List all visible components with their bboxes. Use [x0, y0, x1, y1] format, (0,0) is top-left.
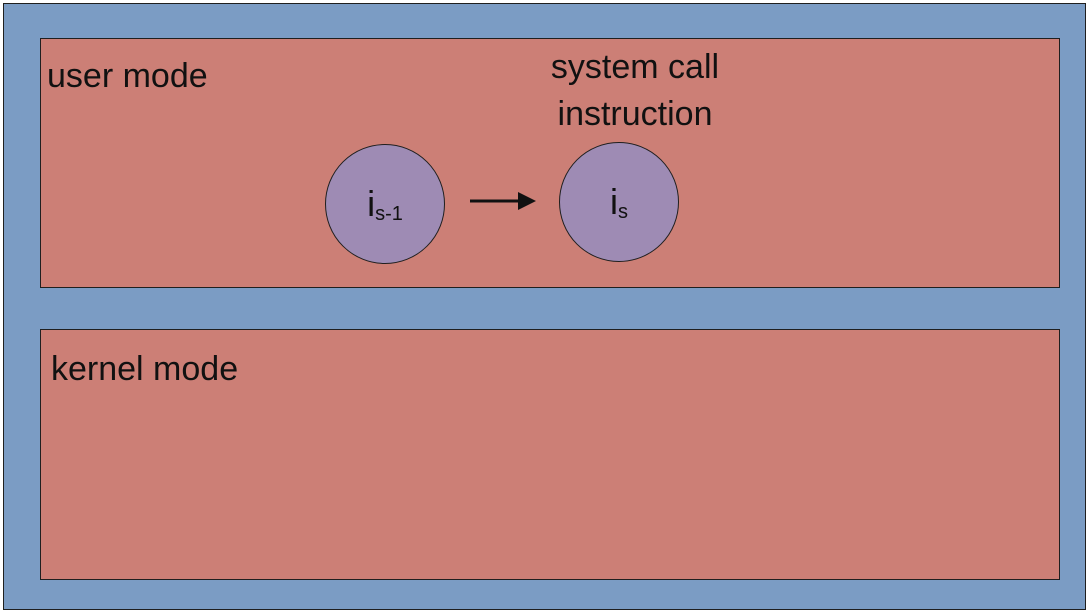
diagram-frame: user mode kernel mode system call instru…	[3, 3, 1086, 610]
node-previous-subscript: s-1	[375, 204, 403, 224]
user-mode-label: user mode	[47, 59, 208, 93]
kernel-mode-label: kernel mode	[51, 352, 238, 386]
node-syscall-main: i	[610, 184, 618, 220]
right-arrow-icon	[470, 190, 538, 212]
callout-line-1: system call	[504, 44, 766, 91]
callout-line-2: instruction	[504, 91, 766, 138]
node-previous-main: i	[367, 186, 375, 222]
system-call-callout: system call instruction	[504, 44, 766, 138]
instruction-node-previous: i s-1	[325, 144, 445, 264]
kernel-mode-region: kernel mode	[40, 329, 1060, 580]
node-syscall-subscript: s	[618, 202, 628, 222]
